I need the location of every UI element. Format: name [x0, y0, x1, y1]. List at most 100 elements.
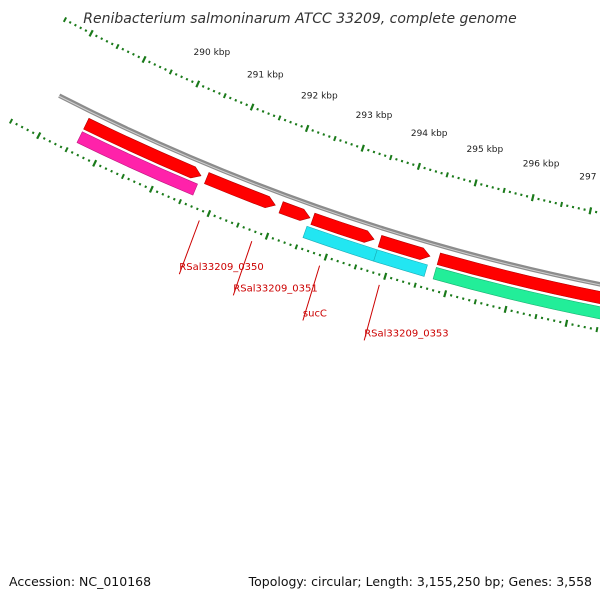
inner-scale-tick	[277, 115, 282, 121]
scale-label: 296 kbp	[523, 160, 560, 170]
inner-scale-tick	[508, 190, 512, 194]
inner-scale-tick	[222, 93, 227, 99]
inner-scale-tick	[294, 122, 298, 126]
outer-scale-tick	[323, 253, 328, 261]
outer-scale-tick	[248, 228, 251, 231]
scale-label: 293 kbp	[356, 111, 393, 121]
inner-scale-tick	[95, 34, 98, 38]
inner-scale-tick	[395, 157, 398, 161]
outer-scale-tick	[148, 185, 154, 193]
inner-scale-tick	[261, 110, 265, 113]
outer-scale-tick	[213, 214, 216, 218]
outer-scale-tick	[271, 237, 275, 240]
gene-label-leader	[232, 241, 253, 296]
outer-scale-tick	[178, 198, 182, 205]
outer-scale-tick	[330, 257, 334, 261]
outer-scale-tick	[383, 272, 388, 280]
inner-scale-tick	[355, 144, 359, 148]
inner-scale-tick	[457, 176, 460, 180]
outer-scale-tick	[366, 269, 369, 273]
backbone-layer	[58, 93, 600, 287]
inner-scale-tick	[491, 186, 494, 189]
inner-scale-tick	[121, 47, 125, 51]
gene-label: RSal33209_0353	[364, 328, 448, 339]
outer-scale-tick	[480, 302, 483, 305]
outer-scale-tick	[184, 202, 188, 206]
outer-scale-tick	[300, 247, 304, 251]
inner-scale-tick	[68, 20, 72, 24]
scale-label: 292 kbp	[301, 92, 338, 102]
inner-scale-tick	[400, 159, 404, 163]
outer-scale-tick	[595, 326, 599, 333]
cds-arrow	[278, 201, 311, 221]
inner-scale-tick	[445, 172, 449, 178]
inner-scale-tick	[530, 194, 535, 202]
outer-scale-tick	[312, 251, 316, 255]
outer-scale-tick	[26, 128, 30, 132]
inner-scale-tick	[164, 68, 167, 71]
scale-label: 294 kbp	[411, 129, 448, 139]
outer-scale-tick	[104, 167, 108, 171]
inner-scale-tick	[239, 101, 243, 104]
inner-scale-tick	[502, 187, 506, 194]
outer-scale-tick	[82, 156, 85, 160]
outer-scale-tick	[353, 264, 358, 270]
gene-label-leader	[178, 220, 200, 275]
outer-scale-tick	[449, 294, 453, 297]
cds-arrow	[203, 172, 276, 209]
outer-scale-tick	[377, 273, 381, 276]
cds-arrow-highlight	[83, 125, 193, 178]
inner-scale-tick	[378, 152, 381, 156]
outer-scale-tick	[87, 159, 91, 163]
inner-scale-tick	[322, 133, 326, 136]
inner-scale-tick	[245, 103, 248, 107]
inner-scale-tick	[141, 55, 147, 64]
outer-scale-tick	[120, 173, 125, 180]
outer-scale-tick	[473, 299, 477, 305]
outer-scale-tick	[219, 216, 222, 220]
backbone-highlight	[58, 95, 600, 286]
inner-scale-tick	[79, 26, 83, 30]
outer-scale-tick	[336, 259, 339, 263]
outer-scale-tick	[110, 169, 113, 173]
inner-scale-tick	[537, 197, 540, 201]
inner-scale-tick	[283, 118, 287, 122]
gene-label-leader	[302, 265, 321, 321]
outer-scale-tick	[455, 295, 459, 299]
outer-scale-tick	[407, 282, 411, 285]
inner-scale-tick	[168, 69, 173, 75]
inner-scale-tick	[212, 89, 216, 93]
outer-scale-tick	[468, 298, 471, 302]
outer-scale-tick	[437, 290, 441, 294]
inner-scale-tick	[367, 148, 370, 152]
outer-scale-tick	[360, 267, 363, 271]
inner-scale-tick	[548, 200, 552, 204]
outer-scale-tick	[31, 131, 35, 135]
outer-scale-tick	[306, 249, 310, 253]
inner-scale-tick	[62, 16, 68, 23]
outer-scale-tick	[42, 137, 46, 140]
outer-scale-tick	[264, 232, 270, 240]
inner-scale-tick	[100, 37, 104, 41]
inner-scale-tick	[311, 129, 314, 132]
outer-scale-tick	[522, 312, 525, 316]
inner-scale-tick	[316, 131, 320, 134]
inner-scale-tick	[180, 75, 183, 79]
label-layer: RSal33209_0350 RSal33209_0351 sucC RSal3320…	[178, 220, 449, 341]
inner-scale-tick	[201, 85, 205, 88]
inner-scale-tick	[440, 171, 443, 175]
outer-scale-tick	[201, 209, 205, 213]
outer-scale-tick	[98, 164, 102, 168]
inner-scale-tick	[228, 96, 232, 100]
scale-label: 295 kbp	[467, 145, 504, 155]
inner-scale-tick	[174, 72, 178, 76]
cds-arrow	[83, 117, 202, 179]
accession-text: Accession: NC_010168	[9, 574, 151, 589]
outer-scale-tick	[127, 177, 130, 181]
outer-scale-tick	[167, 195, 170, 199]
inner-scale-tick	[304, 124, 310, 133]
gene-layer	[76, 131, 600, 320]
inner-scale-tick	[350, 143, 353, 146]
inner-scale-tick	[148, 60, 151, 64]
